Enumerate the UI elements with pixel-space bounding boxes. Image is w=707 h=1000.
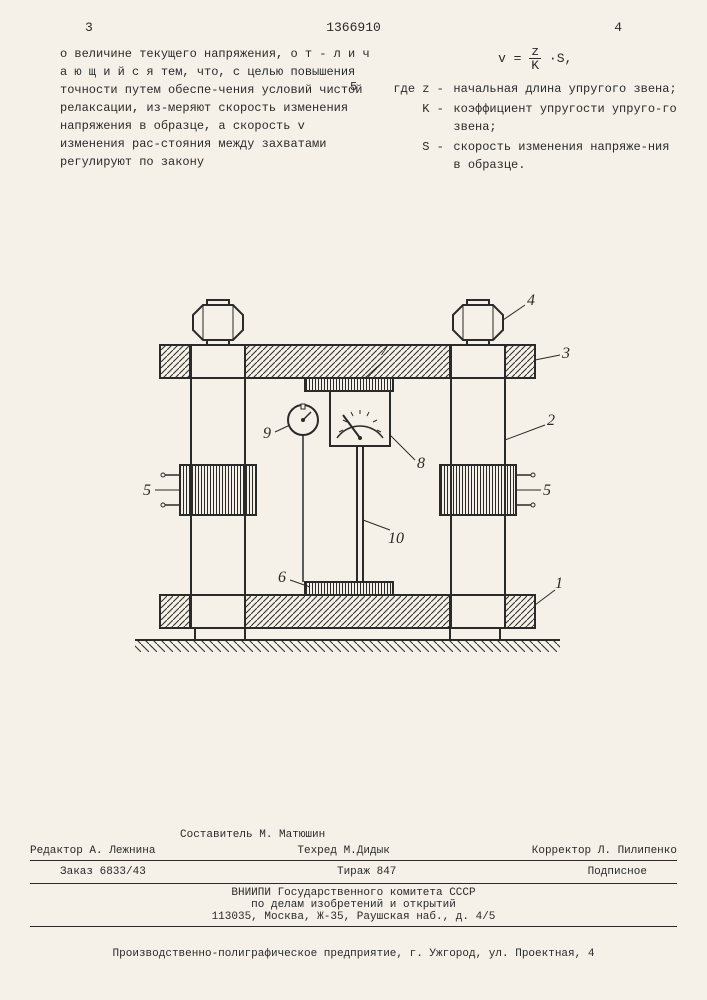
svg-text:7: 7 <box>380 342 389 359</box>
doc-number: 1366910 <box>326 20 381 35</box>
right-column: v = z K ·S, где z -начальная длина упруг… <box>393 45 677 176</box>
definition-row: S -скорость изменения напряже-ния в обра… <box>393 138 677 174</box>
left-column: о величине текущего напряжения, о т - л … <box>60 45 373 176</box>
compiler: Составитель М. Матюшин <box>180 829 677 841</box>
org1: ВНИИПИ Государственного комитета СССР <box>30 887 677 899</box>
svg-text:8: 8 <box>417 455 425 472</box>
org3: 113035, Москва, Ж-35, Раушская наб., д. … <box>30 911 677 923</box>
footer: Составитель М. Матюшин Редактор А. Лежни… <box>30 829 677 930</box>
formula: v = z K ·S, <box>393 45 677 72</box>
svg-text:1: 1 <box>555 575 563 592</box>
svg-text:3: 3 <box>561 345 570 362</box>
page-num-left: 3 <box>85 20 93 35</box>
margin-number: 5 <box>350 78 357 96</box>
svg-text:2: 2 <box>547 412 555 429</box>
apparatus-diagram: 1 2 3 4 5 5 6 7 8 9 10 <box>125 260 570 660</box>
definition-row: K -коэффициент упругости упруго-го звена… <box>393 100 677 136</box>
svg-text:9: 9 <box>263 425 271 442</box>
tirazh: Тираж 847 <box>337 866 396 878</box>
corrector: Корректор Л. Пилипенко <box>532 845 677 857</box>
page-num-right: 4 <box>614 20 622 35</box>
svg-text:4: 4 <box>527 292 535 309</box>
svg-text:6: 6 <box>278 569 286 586</box>
zakaz: Заказ 6833/43 <box>60 866 146 878</box>
svg-text:5: 5 <box>543 482 551 499</box>
bottom-line: Производственно-полиграфическое предприя… <box>30 948 677 960</box>
svg-text:10: 10 <box>388 530 404 547</box>
org2: по делам изобретений и открытий <box>30 899 677 911</box>
definition-row: где z -начальная длина упругого звена; <box>393 80 677 98</box>
techred: Техред М.Дидык <box>297 845 389 857</box>
podpisnoe: Подписное <box>588 866 647 878</box>
svg-text:5: 5 <box>143 482 151 499</box>
editor: Редактор А. Лежнина <box>30 845 155 857</box>
